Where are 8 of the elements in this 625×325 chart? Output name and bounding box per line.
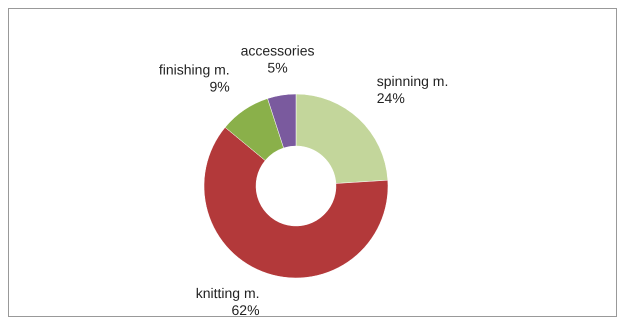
- slice-label: spinning m.: [376, 72, 448, 89]
- slice-label: finishing m.: [158, 61, 230, 78]
- slice-label: accessories: [240, 42, 314, 58]
- data-label: 24%: [376, 90, 405, 106]
- data-label: 62%: [232, 302, 260, 318]
- slice-label: knitting m.: [196, 285, 260, 302]
- data-label: 9%: [209, 78, 230, 94]
- data-label: 5%: [267, 59, 288, 76]
